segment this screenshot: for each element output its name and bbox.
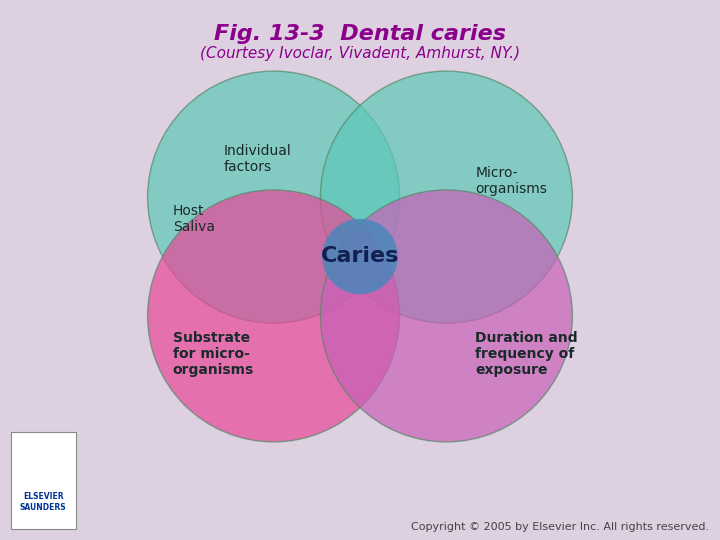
Text: Individual
factors: Individual factors [223, 144, 291, 174]
Text: Substrate
for micro-
organisms: Substrate for micro- organisms [173, 330, 254, 377]
Text: Fig. 13-3  Dental caries: Fig. 13-3 Dental caries [214, 24, 506, 44]
Text: (Courtesy Ivoclar, Vivadent, Amhurst, NY.): (Courtesy Ivoclar, Vivadent, Amhurst, NY… [200, 46, 520, 61]
Circle shape [320, 190, 572, 442]
Text: Micro-
organisms: Micro- organisms [475, 166, 547, 196]
Circle shape [148, 71, 400, 323]
Circle shape [148, 190, 400, 442]
Text: Copyright © 2005 by Elsevier Inc. All rights reserved.: Copyright © 2005 by Elsevier Inc. All ri… [411, 522, 709, 532]
Circle shape [320, 71, 572, 323]
Text: Caries: Caries [321, 246, 399, 267]
Text: ELSEVIER
SAUNDERS: ELSEVIER SAUNDERS [20, 492, 66, 512]
Text: Host
Saliva: Host Saliva [173, 204, 215, 234]
Circle shape [323, 219, 397, 294]
Text: Duration and
frequency of
exposure: Duration and frequency of exposure [475, 330, 578, 377]
FancyBboxPatch shape [11, 432, 76, 529]
